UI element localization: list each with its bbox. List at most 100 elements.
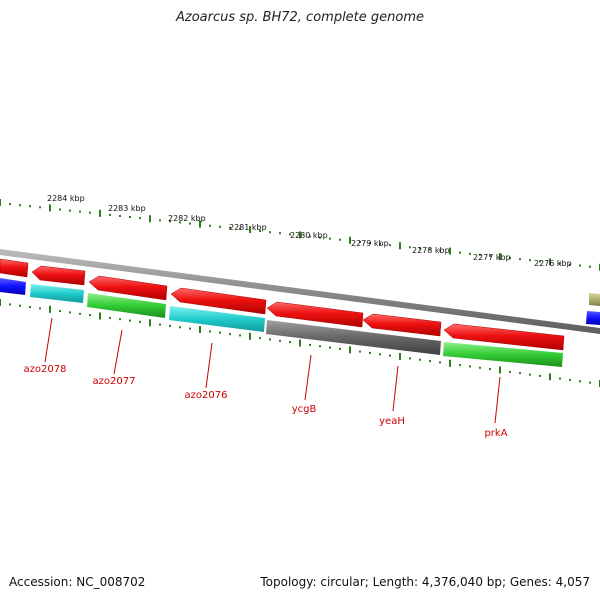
minor-scale-tick: [269, 231, 271, 234]
minor-scale-tick: [129, 216, 131, 218]
minor-scale-tick: [529, 373, 531, 376]
minor-scale-tick: [319, 236, 321, 239]
major-scale-tick: [149, 215, 151, 223]
cds-arrow[interactable]: [31, 265, 86, 286]
gene-label-ycgB[interactable]: ycgB: [292, 404, 317, 415]
minor-scale-tick: [269, 338, 271, 341]
minor-scale-tick: [569, 378, 571, 381]
minor-scale-tick: [129, 319, 131, 322]
minor-scale-tick: [459, 364, 461, 367]
minor-scale-tick: [189, 222, 191, 225]
cyan-function-bar[interactable]: [30, 284, 84, 303]
minor-scale-tick: [59, 208, 61, 211]
green-function-bar[interactable]: [87, 293, 166, 318]
minor-scale-tick: [39, 307, 41, 310]
minor-scale-tick: [529, 259, 531, 262]
leader-line-azo2077: [113, 329, 123, 375]
minor-scale-tick: [539, 374, 541, 377]
minor-scale-tick: [519, 372, 521, 375]
minor-scale-tick: [229, 333, 231, 336]
minor-scale-tick: [139, 320, 141, 323]
minor-scale-tick: [409, 246, 411, 249]
cds-arrow[interactable]: [266, 301, 364, 328]
gene-label-yeaH[interactable]: yeaH: [379, 416, 405, 427]
minor-scale-tick: [379, 353, 381, 356]
minor-scale-tick: [429, 248, 431, 251]
minor-scale-tick: [179, 326, 181, 329]
minor-scale-tick: [359, 350, 361, 353]
scale-label-2284: 2284 kbp: [47, 194, 85, 203]
minor-scale-tick: [9, 203, 11, 206]
minor-scale-tick: [479, 366, 481, 369]
green-function-bar[interactable]: [443, 342, 563, 367]
cds-arrow[interactable]: [170, 287, 267, 315]
minor-scale-tick: [339, 238, 341, 241]
minor-scale-tick: [469, 365, 471, 368]
minor-scale-tick: [569, 263, 571, 266]
major-scale-tick: [199, 326, 201, 333]
minor-scale-tick: [509, 370, 511, 373]
minor-scale-tick: [579, 380, 581, 383]
cds-arrow[interactable]: [88, 275, 168, 301]
minor-scale-tick: [59, 310, 61, 313]
major-scale-tick: [249, 332, 251, 340]
gene-labels: azo2078 azo2077 azo2076 ycgB yeaH prkA: [24, 364, 508, 439]
minor-scale-tick: [239, 227, 241, 230]
major-scale-tick: [499, 253, 501, 260]
minor-scale-tick: [309, 235, 311, 238]
genome-summary-text: Topology: circular; Length: 4,376,040 bp…: [260, 575, 590, 589]
minor-scale-tick: [69, 311, 71, 314]
scale-label-2282: 2282 kbp: [168, 214, 206, 223]
major-scale-tick: [349, 236, 351, 244]
minor-scale-tick: [469, 252, 471, 255]
minor-scale-tick: [169, 220, 171, 223]
major-scale-tick: [199, 220, 201, 228]
minor-scale-tick: [519, 258, 521, 261]
olive-function-bar[interactable]: [589, 293, 600, 306]
minor-scale-tick: [89, 211, 91, 214]
minor-scale-tick: [189, 327, 191, 330]
minor-scale-tick: [419, 358, 421, 361]
minor-scale-tick: [459, 251, 461, 254]
major-scale-tick: [249, 226, 251, 233]
minor-scale-tick: [409, 357, 411, 360]
minor-scale-tick: [9, 303, 11, 306]
minor-scale-tick: [159, 323, 161, 326]
scale-label-2276: 2276 kbp: [534, 259, 572, 268]
minor-scale-tick: [329, 346, 331, 349]
accession-text: Accession: NC_008702: [9, 575, 146, 589]
minor-scale-tick: [439, 249, 441, 252]
minor-scale-tick: [139, 217, 141, 220]
minor-scale-tick: [119, 215, 121, 217]
major-scale-tick: [449, 359, 451, 367]
cds-arrow[interactable]: [362, 313, 442, 337]
minor-scale-tick: [439, 361, 441, 364]
minor-scale-tick: [119, 318, 121, 321]
major-scale-tick: [0, 299, 1, 306]
leader-line-ycgB: [304, 354, 312, 401]
minor-scale-tick: [589, 381, 591, 384]
minor-scale-tick: [509, 257, 511, 260]
gene-label-azo2077[interactable]: azo2077: [93, 376, 136, 387]
major-scale-tick: [49, 204, 51, 212]
major-scale-tick: [0, 199, 1, 206]
blue-function-bar[interactable]: [586, 311, 600, 325]
minor-scale-tick: [579, 264, 581, 267]
cds-arrow[interactable]: [443, 323, 565, 351]
minor-scale-tick: [489, 368, 491, 371]
minor-scale-tick: [479, 253, 481, 256]
cds-arrow[interactable]: [0, 258, 29, 278]
gene-label-azo2078[interactable]: azo2078: [24, 364, 67, 375]
gene-label-azo2076[interactable]: azo2076: [185, 390, 228, 401]
gray-function-bar[interactable]: [266, 320, 441, 355]
gene-label-prkA[interactable]: prkA: [484, 428, 507, 439]
minor-scale-tick: [589, 265, 591, 268]
reverse-strand-cds: [0, 258, 565, 351]
cyan-function-bar[interactable]: [169, 306, 265, 332]
minor-scale-tick: [239, 334, 241, 337]
blue-function-bar[interactable]: [0, 278, 26, 295]
scale-label-2277: 2277 kbp: [473, 253, 511, 262]
minor-scale-tick: [69, 209, 71, 212]
minor-scale-tick: [219, 225, 221, 228]
